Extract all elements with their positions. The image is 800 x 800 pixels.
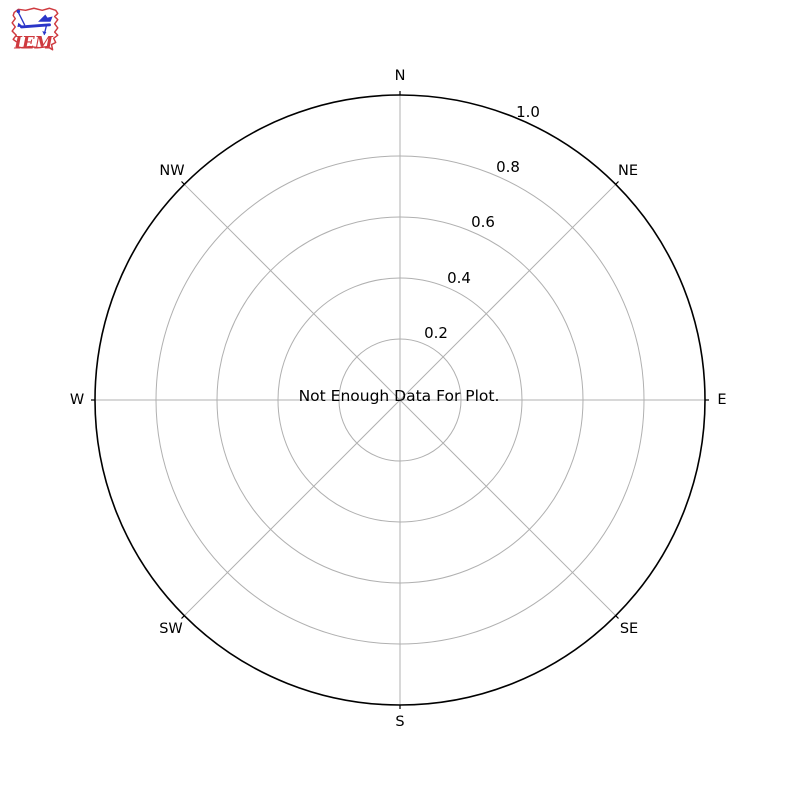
grid-spoke-nw (183, 183, 401, 401)
direction-label-nw: NW (159, 163, 184, 179)
direction-label-sw: SW (159, 621, 183, 637)
direction-label-ne: NE (618, 163, 638, 179)
grid-spoke-ne (399, 183, 617, 401)
iem-logo: IEM (11, 7, 59, 53)
direction-label-se: SE (620, 621, 638, 637)
rtick-label-1.0: 1.0 (516, 103, 540, 121)
grid-spoke-se (399, 399, 617, 617)
polar-grid (95, 95, 705, 705)
rtick-label-0.8: 0.8 (496, 158, 520, 176)
tick-sw (181, 615, 185, 619)
grid-spoke-sw (183, 399, 401, 617)
rtick-label-0.6: 0.6 (471, 213, 495, 231)
radial-tick-labels: 0.2 0.4 0.6 0.8 1.0 (424, 103, 540, 342)
direction-label-s: S (395, 714, 404, 730)
tick-nw (181, 181, 185, 185)
direction-label-e: E (717, 392, 726, 408)
direction-label-w: W (70, 392, 84, 408)
iem-logo-text: IEM (13, 33, 53, 53)
weather-instrument-icon (16, 9, 53, 36)
no-data-message: Not Enough Data For Plot. (299, 387, 500, 405)
tick-se (615, 615, 619, 619)
tick-ne (615, 181, 619, 185)
direction-label-n: N (395, 68, 406, 84)
theta-ticks (91, 91, 709, 709)
direction-labels: N NE E SE S SW W NW (70, 68, 727, 730)
iowa-outline-icon (11, 7, 59, 51)
rtick-label-0.2: 0.2 (424, 324, 448, 342)
rtick-label-0.4: 0.4 (447, 269, 471, 287)
